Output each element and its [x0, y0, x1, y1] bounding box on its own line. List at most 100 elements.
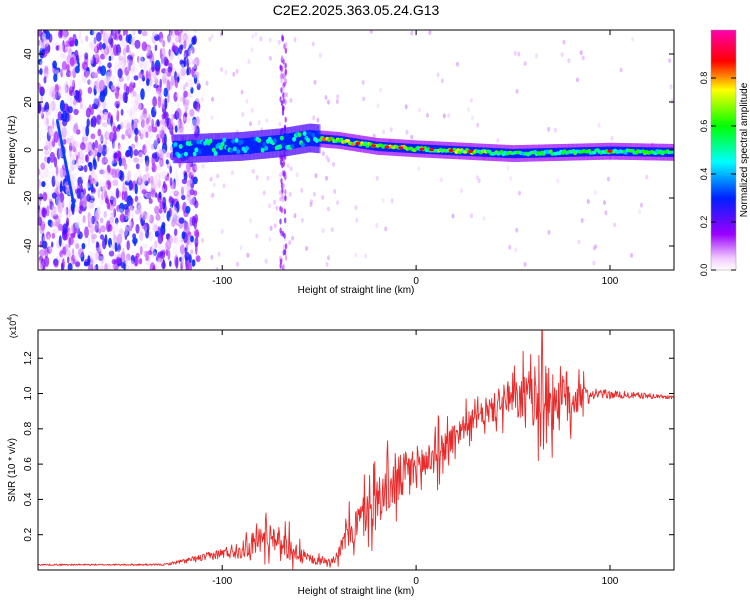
- spectrogram-cell: [139, 155, 144, 164]
- spectrogram-cell: [158, 31, 164, 43]
- spectrogram-cell: [289, 166, 293, 172]
- spectrogram-cell: [325, 175, 328, 181]
- spectrogram-cell: [78, 30, 82, 40]
- spectrogram-cell: [229, 148, 234, 154]
- spectrogram-cell: [51, 210, 55, 218]
- snr-x-tick-label: -100: [212, 576, 232, 587]
- colorbar-tick-label: 0.2: [699, 216, 709, 229]
- spectrogram-cell: [131, 65, 138, 75]
- spectrogram-cell: [91, 70, 97, 78]
- spectrogram-cell: [136, 85, 141, 91]
- spectrogram-cell: [38, 184, 41, 192]
- spectrogram-cell: [92, 180, 96, 188]
- spectrogram-cell: [83, 164, 88, 173]
- spectrogram-cell: [189, 109, 195, 117]
- spectrogram-cell: [166, 176, 170, 187]
- spectrogram-cell: [325, 154, 329, 160]
- spectrogram-cell: [68, 209, 72, 218]
- spectrogram-cell: [180, 67, 187, 77]
- spectrogram-cell: [305, 246, 309, 251]
- spectrogram-cell: [87, 255, 91, 266]
- spectrogram-cell: [93, 45, 100, 54]
- spectrogram-cell: [131, 61, 136, 67]
- spectrogram-cell: [265, 118, 269, 123]
- spectrogram-cell: [175, 140, 178, 157]
- spectrogram-cell: [179, 183, 183, 189]
- spectrogram-cell: [425, 112, 429, 118]
- spectrogram-cell: [151, 163, 157, 173]
- spectrogram-cell: [158, 244, 165, 251]
- spectrogram-cell: [152, 96, 158, 108]
- spectrogram-cell: [52, 209, 58, 217]
- spectrogram-cell: [64, 243, 69, 252]
- spectrogram-cell: [188, 47, 192, 59]
- spectrogram-cell: [300, 217, 304, 223]
- spectrogram-cell: [81, 172, 84, 181]
- spectrogram-cell: [278, 135, 282, 151]
- spectrogram-cell: [107, 68, 112, 78]
- spectrogram-cell: [99, 264, 104, 270]
- spectrogram-cell: [110, 114, 114, 125]
- spectrogram-cell: [163, 112, 168, 118]
- spectrogram-cell: [280, 100, 284, 107]
- spectrogram-cell: [137, 30, 142, 35]
- spectrogram-cell: [123, 163, 128, 170]
- spectrogram-cell: [278, 190, 282, 196]
- spectrogram-cell: [284, 99, 287, 105]
- spectrogram-cell: [137, 102, 142, 112]
- spectrogram-cell: [185, 82, 188, 87]
- spectrogram-cell: [138, 71, 145, 79]
- spectrogram-cell: [196, 139, 201, 145]
- spectrogram-cell: [198, 140, 202, 156]
- spectrogram-cell: [43, 76, 47, 84]
- spectrogram-cell: [165, 152, 171, 159]
- spectrogram-cell: [110, 85, 116, 93]
- spectrogram-cell: [211, 96, 215, 102]
- spectrogram-cell: [138, 102, 144, 111]
- spectrogram-cell: [282, 92, 285, 99]
- spectrogram-cell: [104, 131, 110, 140]
- spectrogram-cell: [217, 251, 221, 257]
- spectrogram-cell: [67, 262, 73, 270]
- spectrogram-cell: [133, 107, 138, 119]
- spectrogram-cell: [160, 55, 164, 67]
- spectrogram-cell: [236, 138, 240, 155]
- spectrogram-cell: [440, 78, 444, 84]
- spectrogram-cell: [281, 162, 284, 169]
- spectrogram-cell: [148, 198, 153, 204]
- spectrogram-cell: [168, 30, 173, 37]
- spectrogram-cell: [76, 203, 80, 212]
- spectrogram-cell: [597, 122, 601, 128]
- spectrogram-cell: [112, 125, 117, 133]
- spectrogram-cell: [64, 84, 69, 94]
- spectrogram-cell: [97, 142, 104, 154]
- spectrogram-cell: [149, 117, 153, 127]
- spectrogram-cell: [247, 59, 251, 65]
- spectrogram-cell: [143, 66, 147, 78]
- spectrogram-cell: [84, 52, 89, 60]
- spectrogram-cell: [52, 118, 55, 130]
- spectrogram-cell: [166, 239, 172, 248]
- spectrogram-cell: [178, 217, 185, 224]
- spectrogram-cell: [174, 216, 181, 226]
- spectrogram-cell: [310, 199, 313, 205]
- spectrogram-cell: [515, 227, 519, 233]
- spectrogram-cell: [114, 224, 119, 232]
- spectrogram-cell: [221, 139, 225, 156]
- spectrogram-cell: [210, 115, 214, 121]
- spectrogram-cell: [148, 70, 151, 82]
- spectrogram-y-tick-label: -40: [23, 238, 34, 253]
- colorbar: 0.0 0.2 0.4 0.6 0.8 Normalized spectral ampl…: [699, 29, 750, 277]
- spectrogram-cell: [581, 55, 585, 61]
- spectrogram-cell: [89, 262, 93, 270]
- spectrogram-cell: [291, 235, 295, 241]
- spectrogram-cell: [202, 140, 206, 156]
- spectrogram-cell: [312, 191, 316, 197]
- spectrogram-cell: [185, 30, 188, 33]
- colorbar-tick-label: 0.0: [699, 264, 709, 277]
- spectrogram-cell: [79, 102, 83, 110]
- spectrogram-y-tick-label: 20: [23, 96, 34, 108]
- spectrogram-cell: [280, 73, 283, 80]
- spectrogram-cell: [246, 252, 250, 258]
- spectrogram-cell: [93, 265, 96, 270]
